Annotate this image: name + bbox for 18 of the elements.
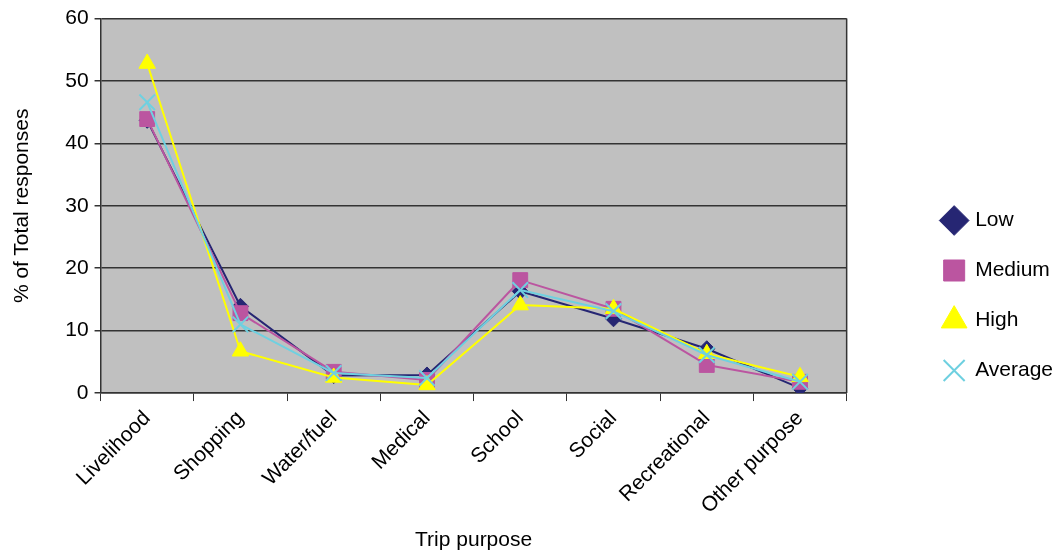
legend-label: Average (975, 357, 1054, 381)
point (138, 93, 156, 112)
y-tick-label: 60 (65, 5, 89, 29)
y-tick-label: 50 (65, 67, 89, 91)
x-axis-title: Trip purpose (415, 527, 533, 551)
legend-label: High (975, 307, 1019, 331)
y-tick-label: 10 (65, 317, 89, 341)
y-tick-label: 0 (76, 379, 89, 403)
y-tick-label: 20 (65, 255, 89, 279)
point (604, 302, 623, 321)
y-tick-label: 40 (65, 130, 89, 154)
point (697, 346, 716, 364)
point (231, 315, 250, 334)
y-axis-title: % of Total responses (9, 108, 33, 304)
point (511, 295, 529, 311)
y-tick-label: 30 (65, 192, 89, 216)
legend-label: Medium (975, 257, 1050, 281)
legend-label: Low (975, 207, 1015, 231)
